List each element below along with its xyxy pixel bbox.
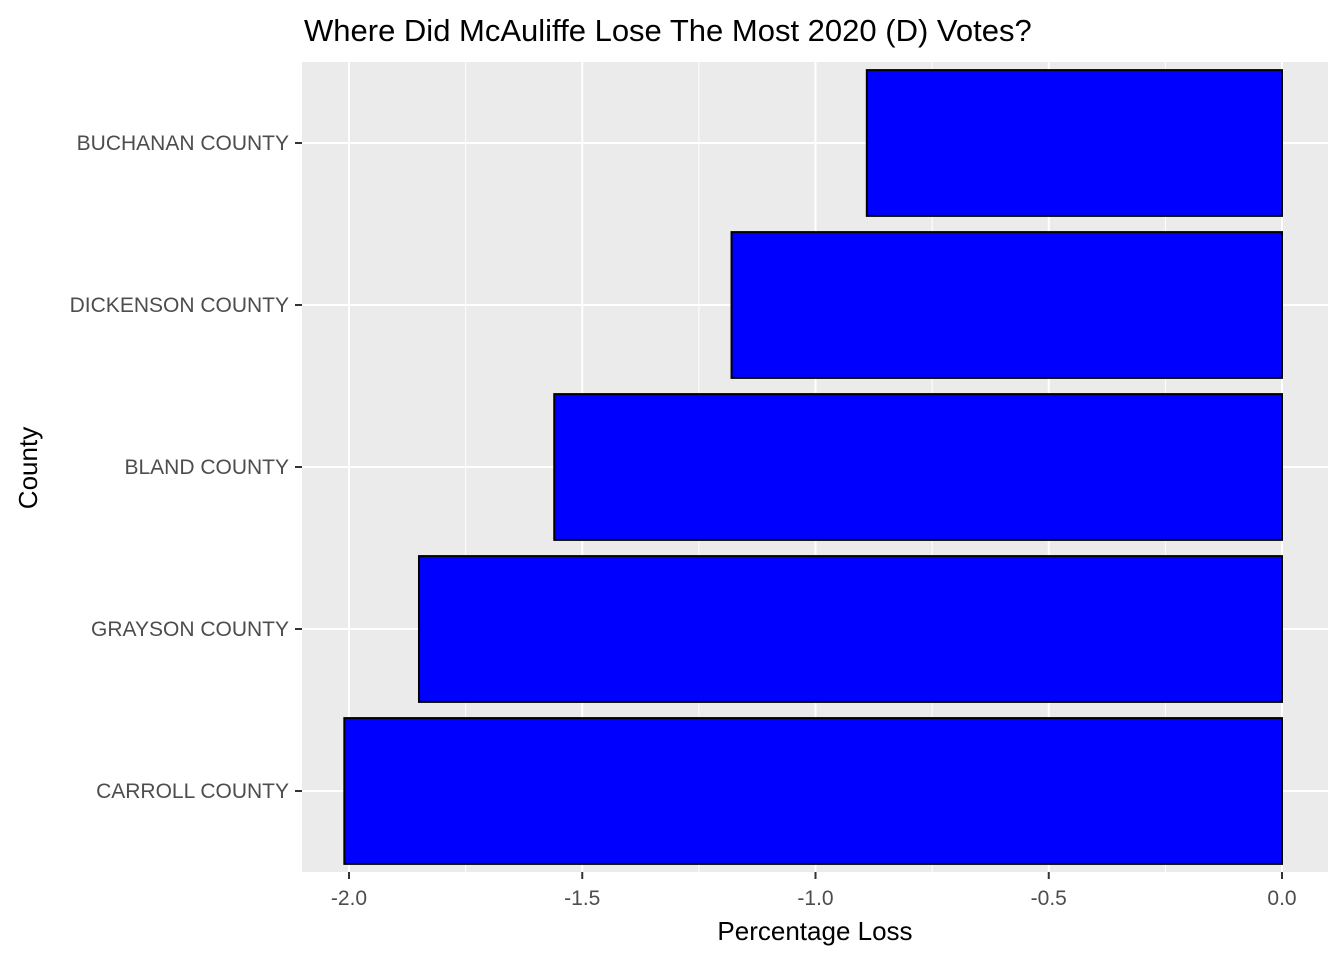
bar-dickenson-county (730, 231, 1283, 379)
y-tick-label: BLAND COUNTY (124, 456, 289, 479)
chart-title: Where Did McAuliffe Lose The Most 2020 (… (304, 13, 1032, 48)
y-tick-label: DICKENSON COUNTY (70, 294, 289, 317)
x-axis: -2.0 -1.5 -1.0 -0.5 0.0 (331, 872, 1297, 910)
x-tick-label: 0.0 (1267, 887, 1296, 910)
x-axis-title: Percentage Loss (717, 916, 912, 946)
x-tick-label: -1.5 (564, 887, 600, 910)
y-axis: BUCHANAN COUNTY DICKENSON COUNTY BLAND COU… (70, 132, 302, 803)
y-tick-label: GRAYSON COUNTY (91, 618, 289, 641)
x-tick-label: -2.0 (331, 887, 367, 910)
bars (343, 69, 1284, 865)
bar-grayson-county (417, 555, 1284, 703)
bar-bland-county (553, 393, 1283, 541)
x-tick-label: -0.5 (1031, 887, 1067, 910)
x-tick-label: -1.0 (797, 887, 833, 910)
y-axis-title: County (13, 427, 43, 509)
bar-buchanan-county (865, 69, 1283, 217)
y-tick-label: BUCHANAN COUNTY (77, 132, 289, 155)
y-tick-label: CARROLL COUNTY (96, 780, 289, 803)
bar-carroll-county (343, 717, 1283, 865)
